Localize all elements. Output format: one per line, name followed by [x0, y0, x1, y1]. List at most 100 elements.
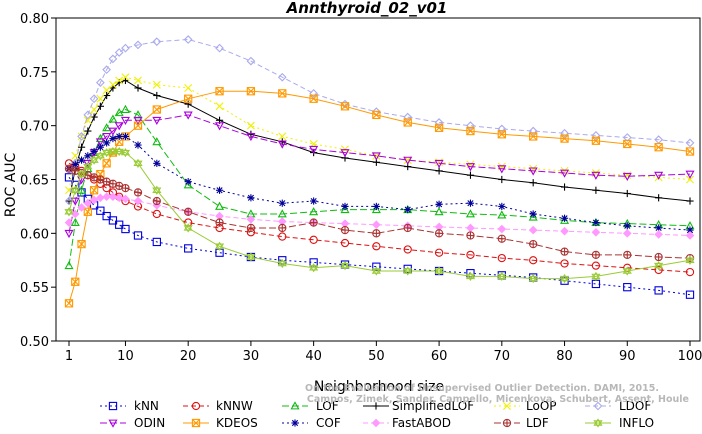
data-point [309, 145, 319, 155]
data-point [465, 271, 476, 282]
data-point [247, 194, 255, 202]
series-ldof [64, 35, 695, 206]
x-tick-label: 30 [243, 349, 260, 364]
data-point [498, 175, 506, 184]
data-point [70, 185, 80, 195]
data-point [246, 133, 256, 142]
data-point [120, 116, 130, 126]
data-point [403, 223, 412, 233]
data-point [64, 299, 74, 308]
data-point [102, 65, 112, 75]
data-point [215, 122, 225, 131]
data-point [77, 203, 86, 212]
data-point [310, 197, 318, 205]
data-point [403, 266, 413, 276]
data-point [623, 139, 632, 149]
data-point [466, 121, 475, 131]
data-point [108, 216, 118, 225]
data-point [278, 232, 287, 241]
data-point [592, 186, 600, 194]
data-point [403, 156, 413, 165]
data-point [403, 118, 412, 127]
legend-item-simplifiedlof: SimplifiedLOF [363, 399, 474, 413]
legend-item-lof: LOF [282, 399, 339, 413]
data-point [214, 241, 225, 251]
legend-item-knn: kNN [100, 399, 159, 413]
data-point [134, 76, 142, 85]
data-point [121, 43, 130, 53]
data-point [403, 245, 412, 254]
legend-item-knnw: kNNW [183, 399, 253, 413]
data-point [528, 225, 538, 235]
data-point [133, 121, 143, 130]
data-point [184, 83, 193, 92]
data-point [64, 207, 74, 217]
data-point [434, 229, 444, 238]
data-point [434, 266, 444, 276]
data-point [622, 266, 632, 276]
y-tick-label: 0.55 [20, 281, 49, 296]
data-point [560, 169, 570, 178]
data-point [121, 132, 130, 141]
legend-label: LDOF [619, 399, 651, 413]
data-point [83, 198, 93, 208]
data-point [183, 111, 193, 120]
data-point [466, 171, 475, 179]
data-point [183, 35, 193, 44]
legend-marker [191, 401, 201, 411]
legend-label: kNN [134, 399, 159, 413]
data-point [102, 211, 111, 221]
series-line-inflo [68, 151, 691, 280]
data-point [114, 146, 124, 157]
data-point [528, 273, 538, 284]
data-point [95, 133, 105, 143]
data-point [109, 134, 117, 143]
data-point [133, 158, 143, 168]
x-tick-label: 80 [556, 349, 573, 364]
data-point [184, 100, 192, 108]
data-point [497, 253, 506, 263]
data-point [623, 222, 631, 230]
data-point [103, 139, 111, 147]
legend-label: KDEOS [216, 416, 258, 430]
data-point [591, 250, 601, 260]
x-tick-label: 70 [494, 349, 511, 364]
data-point [560, 183, 569, 191]
legend-label: INFLO [619, 416, 654, 430]
series-ldf [64, 164, 695, 263]
data-point [121, 224, 130, 234]
data-point [215, 218, 224, 227]
data-point [528, 167, 538, 176]
data-point [64, 196, 74, 206]
data-point [83, 207, 92, 216]
data-point [591, 130, 601, 140]
data-point [654, 143, 663, 152]
data-point [623, 250, 632, 260]
data-point [497, 210, 507, 219]
data-point [121, 76, 130, 85]
watermark-citation: On the Evaluation of Unsupervised Outlie… [305, 383, 659, 394]
data-point [102, 159, 111, 168]
data-point [152, 137, 162, 146]
data-point [95, 151, 105, 161]
data-point [246, 87, 256, 96]
data-point [434, 207, 444, 216]
data-point [183, 180, 193, 189]
data-point [133, 188, 143, 197]
data-point [89, 186, 99, 195]
legend-item-odin: ODIN [100, 416, 165, 430]
data-point [685, 170, 695, 179]
series-line-ldof [68, 38, 691, 202]
data-point [685, 147, 695, 156]
data-point [64, 218, 74, 227]
data-point [115, 132, 123, 141]
data-point [403, 112, 413, 122]
legend-marker [503, 402, 511, 410]
legend-label: FastABOD [392, 416, 451, 430]
data-point [372, 229, 381, 238]
data-point [340, 238, 350, 248]
data-point [340, 260, 350, 271]
x-tick-label: 50 [368, 349, 385, 364]
data-point [560, 214, 569, 222]
